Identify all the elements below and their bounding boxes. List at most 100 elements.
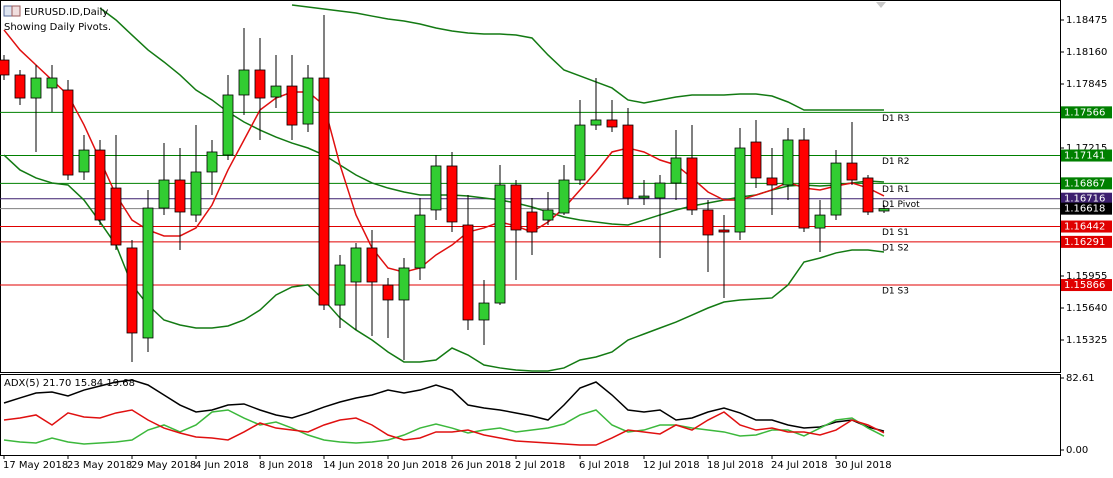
- adx-line: [3, 409, 885, 445]
- candle-body: [94, 149, 106, 221]
- candle-body: [606, 119, 618, 128]
- candle-body: [110, 187, 122, 246]
- candle-body: [654, 182, 666, 199]
- pivot-label: D1 Pivot: [882, 200, 920, 210]
- candle-body: [558, 179, 570, 214]
- price-box-label: 1.16442: [1064, 222, 1105, 233]
- y-tick-label: 1.15955: [1066, 271, 1107, 282]
- candle-body: [350, 247, 362, 283]
- candle-body: [366, 247, 378, 283]
- price-box-label: 1.16291: [1064, 237, 1105, 248]
- pivot-label: D1 R2: [882, 157, 910, 167]
- candle-body: [766, 177, 778, 186]
- candle-body: [590, 119, 602, 126]
- adx-title: ADX(5) 21.70 15.84 19.68: [4, 378, 135, 389]
- price-box-label: 1.17141: [1064, 151, 1105, 162]
- price-box: [1061, 220, 1112, 233]
- candle-body: [718, 229, 730, 233]
- candle-body: [542, 209, 554, 221]
- candle-body: [846, 162, 858, 181]
- price-box-label: 1.16716: [1064, 194, 1105, 205]
- candle-body: [750, 141, 762, 179]
- price-box-label: 1.16867: [1064, 178, 1105, 189]
- price-box: [1061, 177, 1112, 190]
- price-box: [1061, 106, 1112, 119]
- candle-body: [174, 179, 186, 213]
- chart-title: EURUSD.ID,Daily: [24, 7, 108, 18]
- x-tick-label: 17 May 2018: [3, 460, 68, 471]
- candle-body: [430, 165, 442, 211]
- candle-body: [782, 139, 794, 186]
- x-tick-label: 26 Jun 2018: [451, 460, 511, 471]
- y-tick-label: 1.17845: [1066, 79, 1107, 90]
- candle-body: [206, 151, 218, 173]
- candle-body: [222, 94, 234, 156]
- candle-body: [302, 77, 314, 125]
- candle-body: [814, 214, 826, 229]
- candle-body: [622, 124, 634, 199]
- candle-body: [0, 59, 10, 76]
- candle-body: [670, 157, 682, 184]
- axes: 1.18475 1.18160 1.17845 1.17215 1.15955 1.156…: [3, 15, 1112, 471]
- y-tick-label: 0.00: [1066, 445, 1088, 456]
- price-box: [1061, 192, 1112, 205]
- candle-body: [510, 184, 522, 231]
- candle-body: [702, 209, 714, 236]
- shift-marker: [876, 2, 886, 8]
- candle-body: [30, 77, 42, 99]
- price-box-label: 1.17566: [1064, 107, 1105, 118]
- price-box: [1061, 202, 1112, 215]
- candle-body: [238, 69, 250, 96]
- candle-body: [270, 85, 282, 98]
- candle-body: [878, 208, 890, 212]
- y-tick-label: 1.18160: [1066, 47, 1107, 58]
- x-tick-label: 29 May 2018: [131, 460, 196, 471]
- symbol-icon: [3, 5, 21, 17]
- candle-body: [158, 179, 170, 209]
- candle-body: [78, 149, 90, 173]
- pivot-label: D1 R1: [882, 185, 910, 195]
- x-tick-label: 23 May 2018: [67, 460, 132, 471]
- candle-body: [862, 177, 874, 213]
- candle-body: [526, 211, 538, 233]
- x-tick-label: 14 Jun 2018: [323, 460, 383, 471]
- candle-body: [574, 124, 586, 181]
- candle-body: [734, 147, 746, 233]
- chart-subtitle: Showing Daily Pivots.: [4, 22, 111, 33]
- candle-body: [190, 171, 202, 216]
- x-tick-label: 20 Jun 2018: [387, 460, 447, 471]
- indicator-line: [291, 4, 884, 111]
- x-tick-label: 2 Jul 2018: [515, 460, 565, 471]
- price-box-label: 1.15866: [1064, 280, 1105, 291]
- y-tick-label: 1.18475: [1066, 15, 1107, 26]
- pivot-label: D1 S2: [882, 243, 909, 253]
- y-tick-label: 82.61: [1066, 373, 1095, 384]
- candle-body: [142, 207, 154, 339]
- candle-body: [382, 284, 394, 301]
- candle-body: [478, 302, 490, 321]
- candle-body: [830, 162, 842, 216]
- candle-body: [798, 139, 810, 229]
- x-tick-label: 6 Jul 2018: [579, 460, 629, 471]
- candle-body: [398, 267, 410, 301]
- pivot-label: D1 S1: [882, 228, 909, 238]
- x-tick-label: 30 Jul 2018: [835, 460, 892, 471]
- price-box: [1061, 235, 1112, 248]
- candle-body: [638, 195, 650, 199]
- candle-body: [14, 74, 26, 99]
- candle-body: [286, 85, 298, 126]
- candle-body: [414, 214, 426, 269]
- x-tick-label: 4 Jun 2018: [195, 460, 249, 471]
- candle-body: [462, 224, 474, 321]
- price-box: [1061, 279, 1112, 292]
- x-tick-label: 24 Jul 2018: [771, 460, 828, 471]
- x-tick-label: 12 Jul 2018: [643, 460, 700, 471]
- pivot-label: D1 R3: [882, 114, 910, 124]
- y-tick-label: 1.15325: [1066, 335, 1107, 346]
- y-tick-label: 1.17215: [1066, 143, 1107, 154]
- candle-body: [46, 77, 58, 89]
- price-box-label: 1.16618: [1064, 204, 1105, 215]
- pivot-label: D1 S3: [882, 287, 909, 297]
- candle-body: [446, 165, 458, 223]
